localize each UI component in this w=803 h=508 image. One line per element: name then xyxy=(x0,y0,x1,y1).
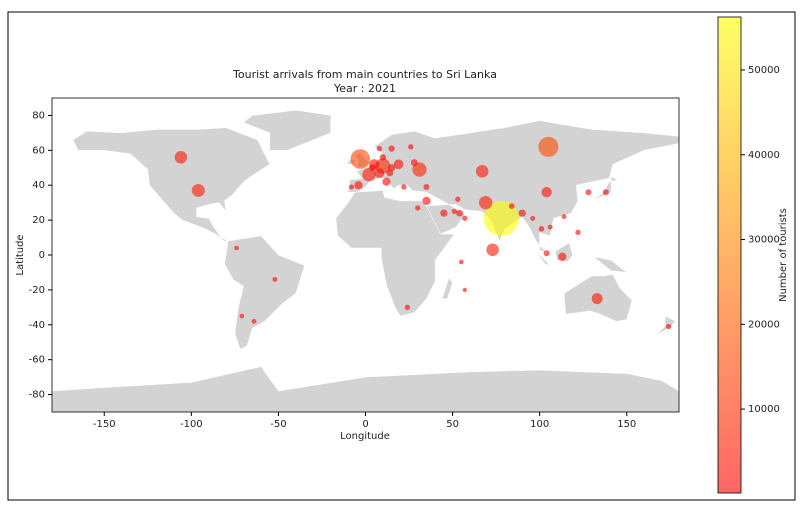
x-tick-label: 50 xyxy=(446,419,459,430)
point xyxy=(518,209,526,217)
point xyxy=(234,245,239,251)
y-tick-label: 0 xyxy=(39,250,45,261)
point xyxy=(251,318,257,324)
colorbar-tick-label: 50000 xyxy=(748,65,780,76)
point xyxy=(388,145,395,152)
point xyxy=(538,225,545,232)
y-tick-label: 40 xyxy=(32,180,45,191)
point xyxy=(538,136,559,157)
point xyxy=(558,252,567,261)
point xyxy=(239,313,245,319)
point xyxy=(541,187,552,198)
point xyxy=(591,293,603,305)
point xyxy=(401,184,407,190)
point xyxy=(350,149,371,169)
point xyxy=(191,183,205,197)
land xyxy=(656,315,676,336)
chart-title: Tourist arrivals from main countries to … xyxy=(232,68,497,81)
point xyxy=(486,243,499,257)
point xyxy=(374,168,385,178)
point xyxy=(575,229,581,235)
point xyxy=(455,196,461,202)
x-tick-label: 150 xyxy=(617,419,636,430)
land xyxy=(51,366,680,413)
point xyxy=(386,169,394,177)
land xyxy=(593,256,628,273)
point xyxy=(451,208,457,215)
point xyxy=(272,276,278,282)
point xyxy=(475,164,489,178)
point xyxy=(547,224,553,230)
point xyxy=(530,215,536,221)
point xyxy=(362,168,376,182)
x-axis-label: Longitude xyxy=(340,431,390,442)
land xyxy=(224,235,305,350)
colorbar xyxy=(717,16,742,494)
x-tick-label: -50 xyxy=(270,419,286,430)
colorbar-label: Number of tourists xyxy=(778,208,789,302)
point xyxy=(478,195,493,210)
point xyxy=(404,304,410,311)
y-tick-label: 20 xyxy=(32,215,45,226)
x-tick-label: -100 xyxy=(180,419,203,430)
point xyxy=(423,183,430,190)
colorbar-tick-label: 10000 xyxy=(748,404,780,415)
point xyxy=(508,203,515,210)
point xyxy=(462,287,467,293)
point xyxy=(602,189,609,196)
y-tick-label: 60 xyxy=(32,145,45,156)
y-tick-label: 80 xyxy=(32,110,45,121)
x-tick-label: 0 xyxy=(362,419,368,430)
point xyxy=(349,184,355,190)
point xyxy=(462,215,468,222)
point xyxy=(393,159,404,170)
point xyxy=(543,250,550,257)
land xyxy=(441,277,453,299)
y-axis-label: Latitude xyxy=(15,234,26,275)
point xyxy=(561,214,567,220)
land xyxy=(591,176,619,202)
point xyxy=(458,259,464,265)
point xyxy=(410,159,418,166)
chart-subtitle: Year : 2021 xyxy=(333,82,396,95)
land xyxy=(335,190,455,317)
land xyxy=(347,120,680,254)
point xyxy=(408,144,414,150)
point xyxy=(422,196,431,206)
point xyxy=(483,200,519,236)
point xyxy=(387,164,396,172)
point xyxy=(440,209,448,217)
land xyxy=(72,127,271,242)
colorbar-tick-label: 30000 xyxy=(748,235,780,246)
y-tick-label: -20 xyxy=(29,285,45,296)
y-tick-label: -60 xyxy=(29,355,45,366)
point xyxy=(415,205,421,211)
land xyxy=(530,246,551,266)
point xyxy=(369,164,376,172)
point xyxy=(382,177,391,186)
point xyxy=(379,154,387,161)
point xyxy=(665,323,672,330)
point xyxy=(354,181,363,190)
point xyxy=(174,151,188,164)
x-tick-label: -150 xyxy=(93,419,116,430)
land xyxy=(243,109,331,151)
point xyxy=(585,189,592,196)
x-tick-label: 100 xyxy=(530,419,549,430)
point xyxy=(456,209,463,217)
y-tick-label: -80 xyxy=(29,390,45,401)
point xyxy=(376,145,383,152)
colorbar-tick-label: 20000 xyxy=(748,319,780,330)
point xyxy=(412,162,427,177)
y-tick-label: -40 xyxy=(29,320,45,331)
colorbar-tick-label: 40000 xyxy=(748,150,780,161)
